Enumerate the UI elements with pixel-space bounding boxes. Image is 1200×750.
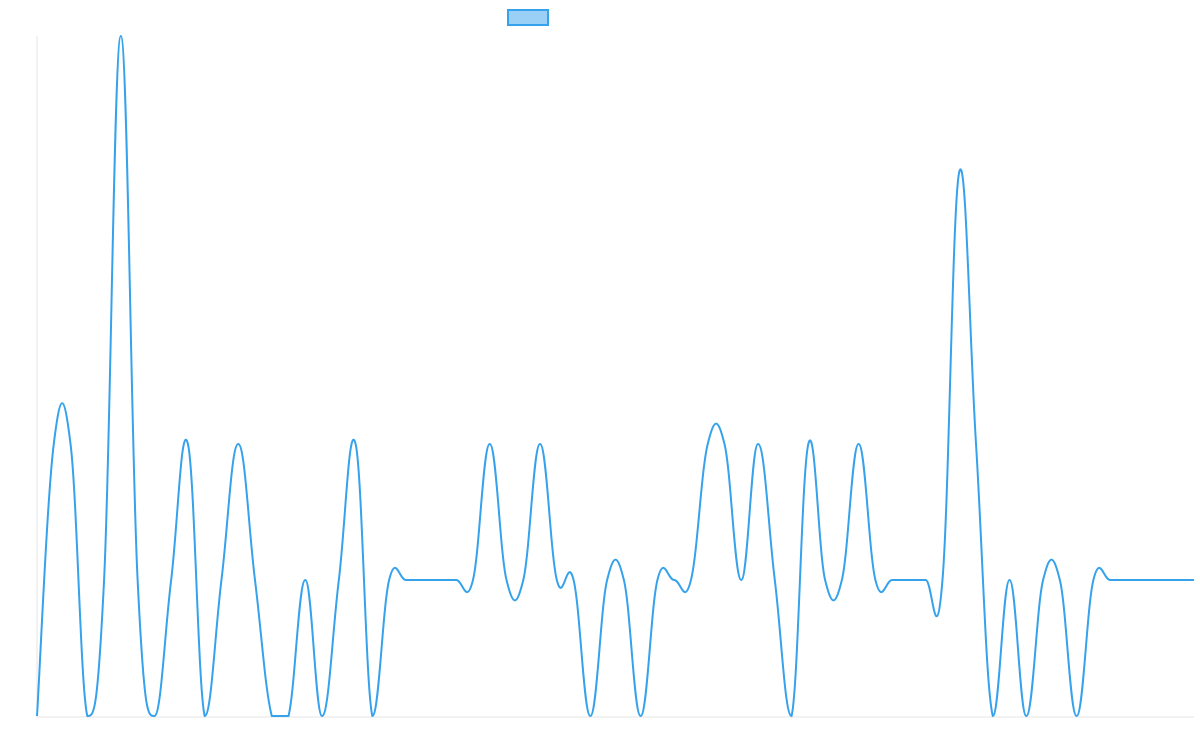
data-point[interactable]: [84, 713, 90, 719]
data-point[interactable]: [1174, 577, 1180, 583]
data-point[interactable]: [1023, 713, 1029, 719]
data-point[interactable]: [319, 713, 325, 719]
data-point[interactable]: [1057, 577, 1063, 583]
data-point[interactable]: [487, 441, 493, 447]
data-point[interactable]: [1040, 577, 1046, 583]
data-point[interactable]: [269, 713, 275, 719]
series-group: [34, 33, 1197, 719]
data-point[interactable]: [587, 713, 593, 719]
data-point[interactable]: [822, 577, 828, 583]
data-point[interactable]: [872, 577, 878, 583]
data-point[interactable]: [973, 441, 979, 447]
data-point[interactable]: [1074, 713, 1080, 719]
data-point[interactable]: [939, 577, 945, 583]
data-point[interactable]: [671, 577, 677, 583]
data-point[interactable]: [218, 577, 224, 583]
data-point[interactable]: [302, 577, 308, 583]
data-point[interactable]: [1107, 577, 1113, 583]
data-point[interactable]: [990, 713, 996, 719]
data-point[interactable]: [805, 441, 811, 447]
data-point[interactable]: [202, 713, 208, 719]
data-point[interactable]: [688, 577, 694, 583]
data-point[interactable]: [956, 169, 962, 175]
data-point[interactable]: [721, 441, 727, 447]
data-point[interactable]: [235, 441, 241, 447]
data-point[interactable]: [135, 577, 141, 583]
data-point[interactable]: [604, 577, 610, 583]
data-point[interactable]: [705, 441, 711, 447]
data-point[interactable]: [453, 577, 459, 583]
data-point[interactable]: [889, 577, 895, 583]
data-point[interactable]: [1157, 577, 1163, 583]
data-point[interactable]: [470, 577, 476, 583]
data-point[interactable]: [789, 713, 795, 719]
data-point[interactable]: [1141, 577, 1147, 583]
data-point[interactable]: [1007, 577, 1013, 583]
data-point[interactable]: [1124, 577, 1130, 583]
data-point[interactable]: [151, 713, 157, 719]
data-point[interactable]: [504, 577, 510, 583]
axes: [36, 36, 1194, 718]
data-point[interactable]: [638, 713, 644, 719]
legend[interactable]: [507, 9, 549, 26]
data-point[interactable]: [839, 577, 845, 583]
data-point[interactable]: [554, 577, 560, 583]
series-line: [36, 35, 1194, 717]
data-point[interactable]: [923, 577, 929, 583]
data-point[interactable]: [68, 441, 74, 447]
data-point[interactable]: [537, 441, 543, 447]
data-point[interactable]: [336, 577, 342, 583]
data-point[interactable]: [772, 577, 778, 583]
data-point[interactable]: [185, 441, 191, 447]
data-point[interactable]: [906, 577, 912, 583]
data-point[interactable]: [51, 441, 57, 447]
data-point[interactable]: [34, 713, 40, 719]
data-point[interactable]: [101, 577, 107, 583]
data-point[interactable]: [654, 577, 660, 583]
data-point[interactable]: [286, 713, 292, 719]
data-point[interactable]: [420, 577, 426, 583]
data-point[interactable]: [168, 577, 174, 583]
legend-swatch[interactable]: [507, 9, 549, 26]
data-point[interactable]: [755, 441, 761, 447]
data-point[interactable]: [520, 577, 526, 583]
data-point[interactable]: [386, 577, 392, 583]
data-point[interactable]: [856, 441, 862, 447]
data-point[interactable]: [353, 441, 359, 447]
data-point[interactable]: [621, 577, 627, 583]
data-point[interactable]: [369, 713, 375, 719]
data-point[interactable]: [1090, 577, 1096, 583]
data-point[interactable]: [1191, 577, 1197, 583]
data-point[interactable]: [738, 577, 744, 583]
data-point[interactable]: [118, 33, 124, 39]
data-point[interactable]: [436, 577, 442, 583]
data-point[interactable]: [403, 577, 409, 583]
data-point[interactable]: [571, 577, 577, 583]
data-point[interactable]: [252, 577, 258, 583]
